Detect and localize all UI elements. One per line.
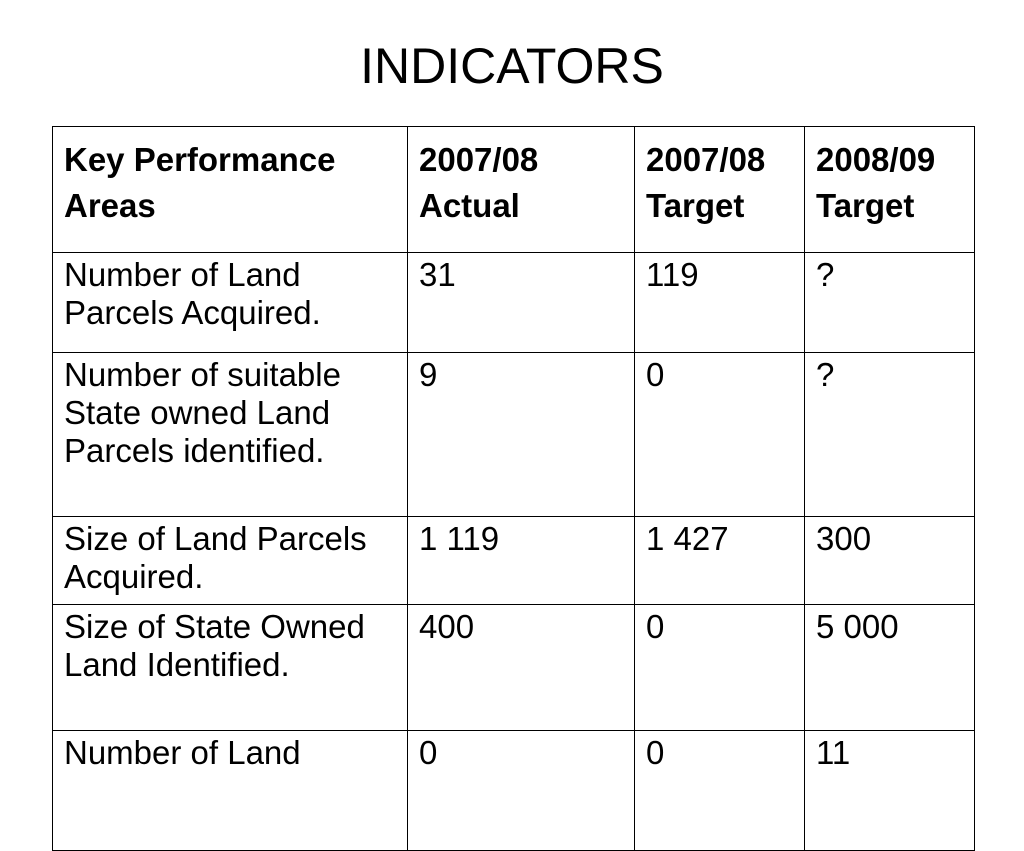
- table-row: Number of Land Parcels Acquired. 31 119 …: [52, 252, 975, 353]
- header-2007-08-target: 2007/08 Target: [634, 126, 805, 253]
- target-2008-09-cell: ?: [804, 252, 975, 353]
- target-2008-09-cell: 11: [804, 730, 975, 851]
- slide-title: INDICATORS: [360, 38, 664, 94]
- actual-2007-08-cell: 31: [407, 252, 635, 353]
- table-row: Size of Land Parcels Acquired. 1 119 1 4…: [52, 516, 975, 605]
- kpa-cell: Number of suitable State owned Land Parc…: [52, 352, 408, 517]
- target-2007-08-cell: 119: [634, 252, 805, 353]
- target-2007-08-cell: 1 427: [634, 516, 805, 605]
- target-2008-09-cell: 300: [804, 516, 975, 605]
- table-header-row: Key Performance Areas 2007/08 Actual 200…: [52, 126, 975, 253]
- target-2007-08-cell: 0: [634, 352, 805, 517]
- table-row: Size of State Owned Land Identified. 400…: [52, 604, 975, 731]
- target-2008-09-cell: 5 000: [804, 604, 975, 731]
- kpa-cell: Number of Land: [52, 730, 408, 851]
- target-2008-09-cell: ?: [804, 352, 975, 517]
- header-2007-08-actual: 2007/08 Actual: [407, 126, 635, 253]
- target-2007-08-cell: 0: [634, 730, 805, 851]
- indicators-table: Key Performance Areas 2007/08 Actual 200…: [52, 126, 975, 851]
- kpa-cell: Number of Land Parcels Acquired.: [52, 252, 408, 353]
- kpa-cell: Size of Land Parcels Acquired.: [52, 516, 408, 605]
- actual-2007-08-cell: 400: [407, 604, 635, 731]
- target-2007-08-cell: 0: [634, 604, 805, 731]
- kpa-cell: Size of State Owned Land Identified.: [52, 604, 408, 731]
- table-row: Number of Land 0 0 11: [52, 730, 975, 851]
- header-key-performance-areas: Key Performance Areas: [52, 126, 408, 253]
- actual-2007-08-cell: 9: [407, 352, 635, 517]
- actual-2007-08-cell: 0: [407, 730, 635, 851]
- table-row: Number of suitable State owned Land Parc…: [52, 352, 975, 517]
- header-2008-09-target: 2008/09 Target: [804, 126, 975, 253]
- actual-2007-08-cell: 1 119: [407, 516, 635, 605]
